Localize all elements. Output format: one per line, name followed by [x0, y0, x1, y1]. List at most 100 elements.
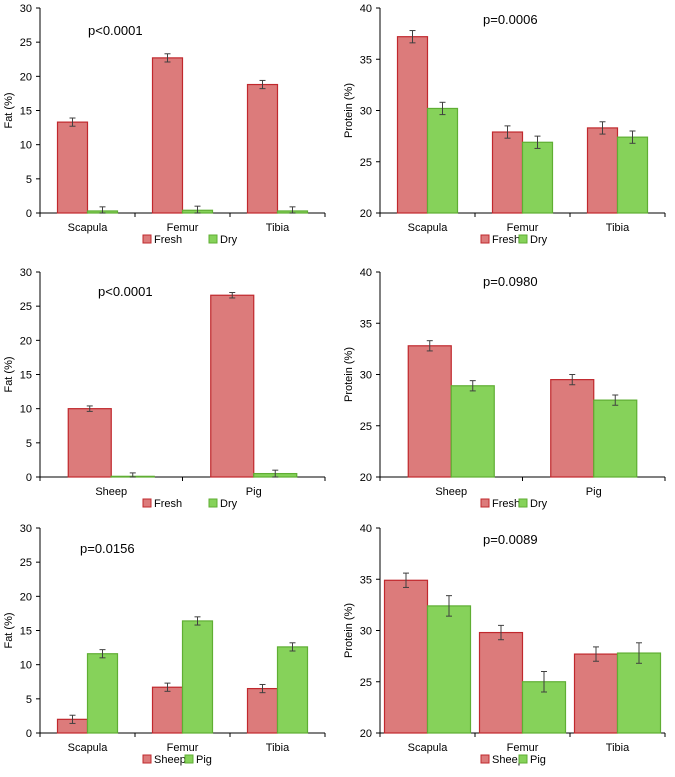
bar-sheep-scapula	[383, 579, 429, 734]
y-tick-label: 25	[360, 421, 372, 433]
error-bar	[99, 206, 106, 214]
y-tick-label: 35	[360, 318, 372, 330]
x-tick-label: Tibia	[266, 742, 290, 754]
legend-swatch	[184, 754, 194, 764]
bar-dry-femur	[521, 141, 554, 214]
legend-label: Fresh	[492, 234, 520, 246]
error-bar	[541, 671, 547, 693]
error-bar	[289, 642, 296, 652]
legend-swatch	[480, 234, 490, 244]
legend-label: Sheep	[492, 754, 524, 766]
x-tick-label: Sheep	[95, 486, 127, 498]
error-bar	[194, 616, 201, 626]
y-tick-label: 5	[26, 174, 32, 186]
y-axis-label: Protein (%)	[343, 603, 355, 658]
bar-sheep-femur	[478, 631, 524, 734]
bar-pig-tibia	[616, 652, 662, 734]
y-tick-label: 20	[20, 591, 32, 603]
y-tick-label: 5	[26, 694, 32, 706]
error-bar	[569, 374, 576, 386]
error-bar	[86, 405, 93, 412]
y-tick-label: 10	[20, 660, 32, 672]
error-bar	[289, 206, 296, 214]
bar-dry-scapula	[426, 107, 459, 214]
y-tick-label: 20	[360, 472, 372, 484]
y-tick-label: 35	[360, 574, 372, 586]
error-bar	[69, 714, 76, 724]
legend-swatch	[142, 498, 152, 508]
legend-label: Fresh	[154, 498, 182, 510]
error-bar	[272, 469, 279, 478]
p-value-annotation: p<0.0001	[98, 284, 153, 299]
legend-swatch	[480, 754, 490, 764]
x-tick-label: Tibia	[606, 222, 630, 234]
error-bar	[446, 595, 452, 617]
bar-sheep-tibia	[573, 653, 619, 734]
chart-panel-5: 0 5 10 15 20 25 30 Fat (%) Scapula Femur Tibia p=0.…	[3, 523, 326, 766]
legend-item-fresh: Fresh	[480, 234, 520, 246]
bar-dry-pig	[593, 399, 638, 478]
x-tick-label: Pig	[586, 486, 602, 498]
legend-swatch	[480, 498, 490, 508]
chart-panel-6: 20 25 30 35 40 Protein (%) Scapula Femur Tibia p=…	[343, 523, 666, 766]
y-tick-label: 30	[360, 626, 372, 638]
y-tick-label: 0	[26, 472, 32, 484]
bar-fresh-tibia	[586, 127, 619, 214]
bar-fresh-scapula	[396, 36, 429, 214]
bar-fresh-tibia	[246, 83, 279, 214]
legend-item-fresh: Fresh	[142, 498, 182, 510]
p-value-annotation: p<0.0001	[88, 23, 143, 38]
error-bar	[469, 380, 476, 392]
y-tick-label: 30	[20, 3, 32, 15]
legend-label: Pig	[530, 754, 546, 766]
legend-item-dry: Dry	[518, 498, 548, 510]
bar-sheep-tibia	[246, 687, 279, 734]
y-tick-label: 10	[20, 404, 32, 416]
legend-item-fresh: Fresh	[142, 234, 182, 246]
bar-pig-scapula	[426, 605, 472, 734]
legend-label: Fresh	[492, 498, 520, 510]
legend-label: Dry	[530, 234, 548, 246]
y-tick-label: 30	[20, 267, 32, 279]
bar-fresh-sheep	[407, 345, 452, 478]
y-tick-label: 25	[20, 301, 32, 313]
y-tick-label: 20	[20, 335, 32, 347]
y-axis-label: Fat (%)	[3, 356, 15, 392]
legend-swatch	[142, 234, 152, 244]
y-tick-label: 15	[20, 370, 32, 382]
y-tick-label: 25	[360, 157, 372, 169]
y-axis-label: Fat (%)	[3, 92, 15, 128]
chart-panel-2: 20 25 30 35 40 Protein (%) Scapula Femur Tibia p=…	[343, 3, 666, 246]
y-tick-label: 15	[20, 626, 32, 638]
error-bar	[69, 117, 76, 127]
y-tick-label: 10	[20, 140, 32, 152]
y-tick-label: 5	[26, 438, 32, 450]
y-tick-label: 20	[20, 71, 32, 83]
chart-panel-3: 0 5 10 15 20 25 30 Fat (%) Sheep Pig p<0.0001 Fresh…	[3, 267, 326, 510]
error-bar	[164, 682, 171, 692]
y-tick-label: 25	[360, 677, 372, 689]
error-bar	[612, 394, 619, 406]
y-tick-label: 20	[360, 728, 372, 740]
legend-swatch	[518, 498, 528, 508]
y-tick-label: 40	[360, 523, 372, 535]
error-bar	[498, 624, 504, 641]
y-tick-label: 0	[26, 208, 32, 220]
error-bar	[636, 642, 642, 664]
x-tick-label: Tibia	[606, 742, 630, 754]
error-bar	[164, 53, 171, 63]
legend-item-dry: Dry	[208, 498, 238, 510]
y-tick-label: 35	[360, 54, 372, 66]
error-bar	[259, 683, 266, 694]
y-axis-label: Protein (%)	[343, 347, 355, 402]
bar-pig-femur	[181, 620, 214, 734]
error-bar	[439, 101, 446, 116]
error-bar	[534, 135, 541, 149]
error-bar	[194, 205, 201, 214]
x-tick-label: Femur	[167, 222, 199, 234]
legend-item-sheep: Sheep	[142, 754, 186, 766]
x-tick-label: Scapula	[408, 742, 449, 754]
y-tick-label: 30	[20, 523, 32, 535]
chart-panel-4: 20 25 30 35 40 Protein (%) Sheep Pig p=0.0980 Fre…	[343, 267, 666, 510]
